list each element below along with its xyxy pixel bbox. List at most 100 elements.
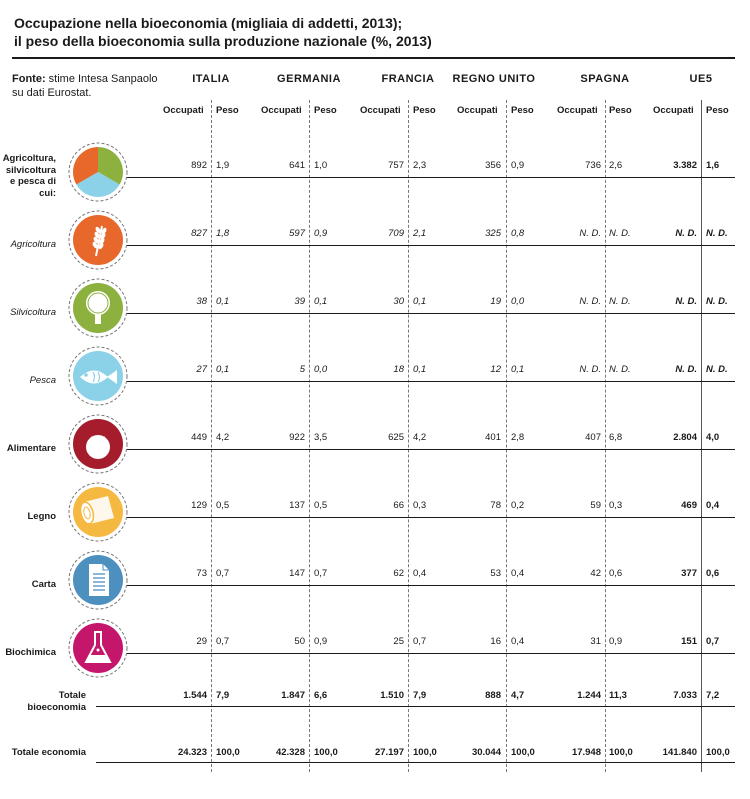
cell-occupati: 38 bbox=[196, 296, 207, 307]
cell-peso: 2,1 bbox=[413, 228, 427, 239]
cell-occupati: 30 bbox=[393, 296, 404, 307]
cell-peso: 0,5 bbox=[216, 500, 230, 511]
cell-occupati: 892 bbox=[191, 160, 207, 171]
cell-occupati: 24.323 bbox=[177, 747, 207, 758]
cell-peso: 0,2 bbox=[511, 500, 525, 511]
cell-peso: 2,6 bbox=[609, 160, 623, 171]
wheat-icon bbox=[68, 210, 128, 270]
column-divider bbox=[605, 100, 606, 772]
row-label: Alimentare bbox=[6, 443, 56, 454]
cell-occupati: 129 bbox=[191, 500, 207, 511]
subheader-peso: Peso bbox=[706, 105, 729, 116]
cell-peso: 0,9 bbox=[511, 160, 525, 171]
cell-occupati: 27.197 bbox=[374, 747, 404, 758]
cell-peso: 0,1 bbox=[511, 364, 525, 375]
row-label: Pesca bbox=[29, 375, 56, 386]
cell-occupati: 50 bbox=[294, 636, 305, 647]
cell-occupati: 137 bbox=[289, 500, 305, 511]
cell-occupati: 407 bbox=[585, 432, 601, 443]
subheader-occupati: Occupati bbox=[360, 105, 401, 116]
fish-icon bbox=[68, 346, 128, 406]
cell-occupati: 30.044 bbox=[471, 747, 501, 758]
cell-occupati: 356 bbox=[485, 160, 501, 171]
cell-occupati: 597 bbox=[289, 228, 305, 239]
title-line-1: Occupazione nella bioeconomia (migliaia … bbox=[14, 15, 403, 31]
cell-peso: 0,5 bbox=[314, 500, 328, 511]
cell-occupati: 2.804 bbox=[673, 432, 697, 443]
row-label: Legno bbox=[27, 511, 57, 522]
row-rule bbox=[96, 762, 735, 763]
cell-occupati: 16 bbox=[490, 636, 501, 647]
row-rule bbox=[96, 706, 735, 707]
cell-occupati: 147 bbox=[289, 568, 305, 579]
cell-occupati: 757 bbox=[388, 160, 404, 171]
row-rule bbox=[70, 585, 735, 586]
cell-occupati: 709 bbox=[388, 228, 404, 239]
chart-title: Occupazione nella bioeconomia (migliaia … bbox=[14, 14, 734, 50]
column-header-italia: ITALIA bbox=[192, 73, 230, 85]
cell-peso: 4,2 bbox=[216, 432, 230, 443]
cell-peso: 0,9 bbox=[609, 636, 623, 647]
cell-occupati: N. D. bbox=[675, 228, 697, 239]
cell-peso: 2,3 bbox=[413, 160, 427, 171]
cell-occupati: 31 bbox=[590, 636, 601, 647]
cell-peso: 1,8 bbox=[216, 228, 230, 239]
cell-peso: 0,1 bbox=[314, 296, 328, 307]
source-label: Fonte: bbox=[12, 73, 46, 85]
cell-peso: 1,9 bbox=[216, 160, 230, 171]
cell-peso: 100,0 bbox=[706, 747, 730, 758]
cell-peso: 0,0 bbox=[314, 364, 328, 375]
cell-peso: 0,8 bbox=[511, 228, 525, 239]
column-header-spagna: SPAGNA bbox=[580, 73, 630, 85]
cell-peso: 100,0 bbox=[314, 747, 338, 758]
row-label: Carta bbox=[31, 579, 56, 590]
source-note: Fonte: stime Intesa Sanpaolo su dati Eur… bbox=[12, 72, 172, 100]
cell-occupati: 1.510 bbox=[380, 690, 404, 701]
row-rule bbox=[70, 381, 735, 382]
cell-occupati: 12 bbox=[490, 364, 501, 375]
cell-peso: 1,0 bbox=[314, 160, 328, 171]
subheader-occupati: Occupati bbox=[457, 105, 498, 116]
log-icon bbox=[68, 482, 128, 542]
column-divider bbox=[701, 100, 702, 772]
cell-peso: 0,4 bbox=[413, 568, 427, 579]
cell-occupati: 5 bbox=[299, 364, 305, 375]
cell-peso: 4,0 bbox=[706, 432, 720, 443]
cell-peso: 0,1 bbox=[216, 296, 230, 307]
cell-occupati: 888 bbox=[485, 690, 501, 701]
row-label: Biochimica bbox=[5, 647, 56, 658]
cell-peso: 100,0 bbox=[216, 747, 240, 758]
cell-peso: 3,5 bbox=[314, 432, 328, 443]
subheader-peso: Peso bbox=[216, 105, 239, 116]
cell-occupati: 1.244 bbox=[577, 690, 601, 701]
cell-peso: 1,6 bbox=[706, 160, 720, 171]
cell-occupati: 827 bbox=[191, 228, 207, 239]
cell-peso: N. D. bbox=[609, 228, 631, 239]
cell-peso: 0,9 bbox=[314, 636, 328, 647]
cell-peso: 6,6 bbox=[314, 690, 328, 701]
cell-peso: 100,0 bbox=[413, 747, 437, 758]
subheader-peso: Peso bbox=[314, 105, 337, 116]
row-label: Agricoltura bbox=[10, 239, 56, 250]
cell-occupati: 3.382 bbox=[673, 160, 697, 171]
cell-peso: 7,9 bbox=[216, 690, 230, 701]
cell-occupati: 736 bbox=[585, 160, 601, 171]
cell-peso: N. D. bbox=[706, 228, 728, 239]
column-header-germania: GERMANIA bbox=[277, 73, 341, 85]
subheader-peso: Peso bbox=[511, 105, 534, 116]
cell-occupati: 151 bbox=[681, 636, 697, 647]
cell-peso: 11,3 bbox=[609, 690, 627, 701]
row-label: Totale economia bbox=[11, 747, 86, 758]
row-rule bbox=[70, 517, 735, 518]
cell-peso: 0,7 bbox=[216, 636, 230, 647]
row-label: Totale bioeconomia bbox=[27, 690, 86, 713]
cell-peso: 0,4 bbox=[511, 636, 525, 647]
cell-peso: 7,9 bbox=[413, 690, 427, 701]
row-rule bbox=[70, 245, 735, 246]
cell-occupati: 59 bbox=[590, 500, 601, 511]
cell-peso: 0,0 bbox=[511, 296, 525, 307]
cell-occupati: N. D. bbox=[675, 364, 697, 375]
cell-peso: N. D. bbox=[609, 364, 631, 375]
column-divider bbox=[408, 100, 409, 772]
row-rule bbox=[70, 177, 735, 178]
